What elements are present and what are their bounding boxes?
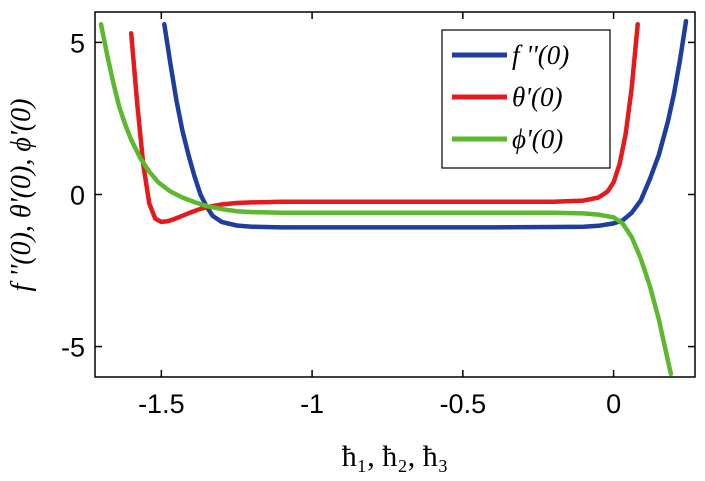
x-tick-label: -1.5 xyxy=(138,389,185,419)
y-axis: 5 0 -5 xyxy=(61,28,695,363)
x-tick-label: -1 xyxy=(300,389,324,419)
y-tick-label: 5 xyxy=(70,28,85,58)
y-axis-label: f ''(0), θ'(0), ϕ'(0) xyxy=(6,99,37,292)
series-line-f-double-prime xyxy=(162,18,689,230)
x-axis: -1.5 -1 -0.5 0 xyxy=(138,12,621,419)
series-line-phi-prime xyxy=(98,21,674,377)
y-tick-label: -5 xyxy=(61,333,85,363)
legend-label-theta-prime: θ'(0) xyxy=(512,82,563,112)
x-tick-label: 0 xyxy=(606,389,621,419)
legend-label-phi-prime: ϕ'(0) xyxy=(512,124,563,154)
legend-label-f-double-prime: f ''(0) xyxy=(512,40,569,70)
legend: f ''(0) θ'(0) ϕ'(0) xyxy=(441,29,611,169)
x-axis-label: ħ₁, ħ₂, ħ₃ xyxy=(342,440,448,473)
series-layer xyxy=(98,18,689,377)
y-tick-label: 0 xyxy=(70,181,85,211)
x-tick-label: -0.5 xyxy=(440,389,487,419)
series-line-theta-prime xyxy=(128,21,640,225)
